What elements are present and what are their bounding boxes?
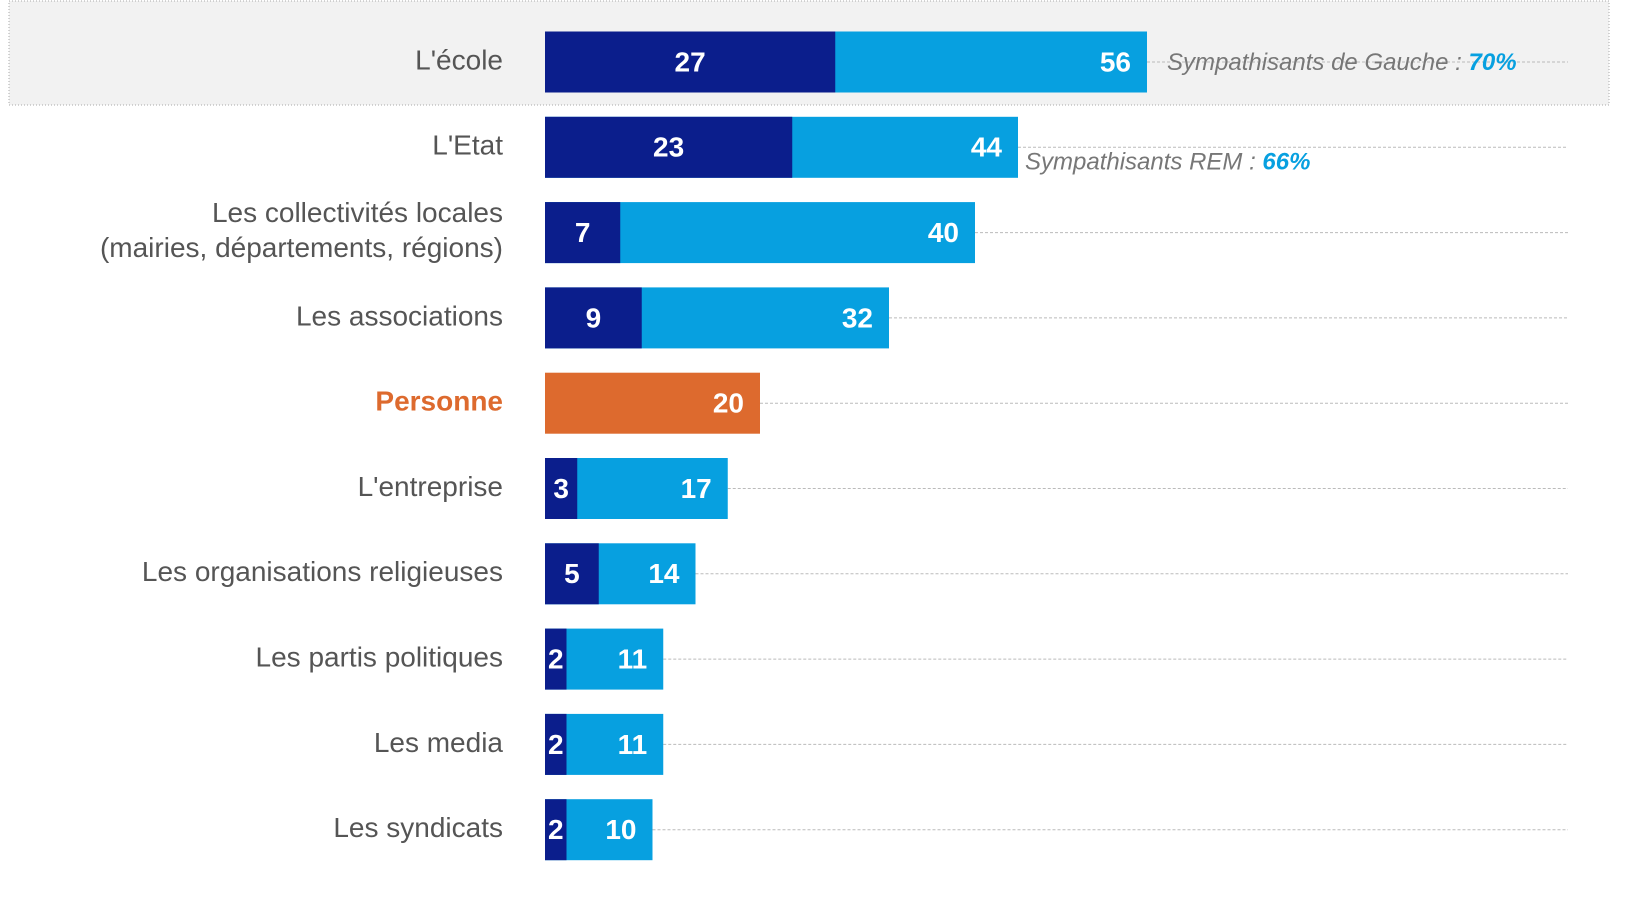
value-label: 5 [564, 558, 580, 589]
category-label: Les syndicats [333, 812, 503, 843]
category-label: Les collectivités locales (mairies, dépar… [100, 197, 503, 263]
value-label: 40 [928, 217, 959, 248]
value-label: 27 [675, 46, 706, 77]
value-label: 2 [548, 643, 564, 674]
annotation-text: Sympathisants de Gauche : [1167, 49, 1469, 76]
value-label: 14 [648, 558, 680, 589]
value-label: 11 [618, 643, 648, 674]
value-label: 9 [586, 302, 602, 333]
bar [545, 628, 567, 690]
value-label: 2 [548, 814, 564, 845]
category-label: Personne [375, 386, 503, 417]
value-label: 2 [548, 729, 564, 760]
value-label: 17 [681, 473, 712, 504]
value-label: 56 [1100, 46, 1131, 77]
value-label: 23 [653, 132, 684, 163]
value-label: 20 [713, 388, 744, 419]
category-label: L'entreprise [358, 471, 503, 502]
annotation-highlight: 66% [1262, 149, 1310, 176]
bar [545, 372, 760, 434]
annotation-highlight: 70% [1469, 49, 1517, 76]
bar [545, 799, 567, 861]
bar [545, 543, 599, 605]
category-label: Les media [374, 727, 504, 758]
bar [545, 116, 793, 178]
value-label: 10 [605, 814, 636, 845]
value-label: 44 [971, 132, 1003, 163]
value-label: 3 [553, 473, 569, 504]
category-label: Les organisations religieuses [142, 556, 503, 587]
annotation-text: Sympathisants REM : [1025, 149, 1262, 176]
bar [545, 31, 836, 93]
category-label: Les partis politiques [256, 641, 503, 672]
category-label: Les associations [296, 300, 503, 331]
value-label: 11 [618, 729, 648, 760]
annotation: Sympathisants REM : 66% [1025, 149, 1310, 176]
bar [545, 287, 642, 349]
value-label: 7 [575, 217, 591, 248]
bar [545, 202, 621, 264]
value-label: 32 [842, 302, 873, 333]
category-label: L'école [415, 44, 503, 75]
bar [545, 713, 567, 775]
bar [545, 458, 578, 519]
category-label: L'Etat [432, 130, 503, 161]
annotation: Sympathisants de Gauche : 70% [1167, 49, 1517, 76]
